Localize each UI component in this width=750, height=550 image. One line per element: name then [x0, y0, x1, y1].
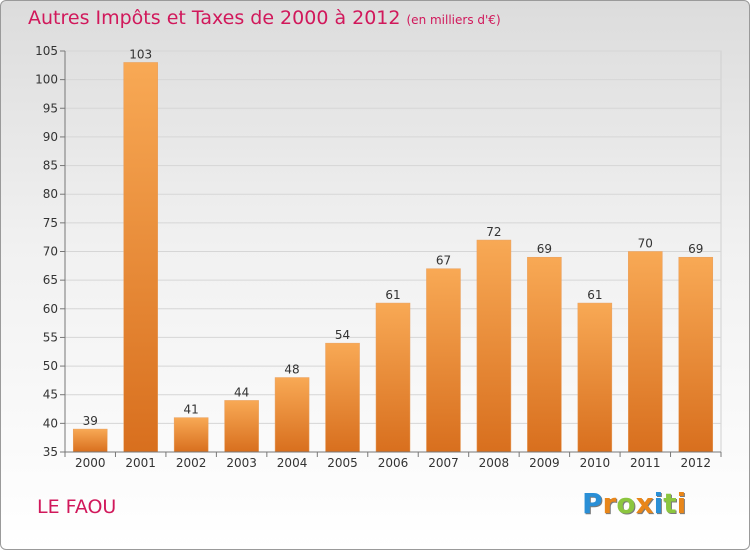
y-tick-label: 75	[43, 216, 58, 230]
x-tick-label: 2007	[428, 456, 459, 470]
chart-title-text: Autres Impôts et Taxes de 2000 à 2012	[28, 7, 401, 29]
y-axis: 35 40 45 50 55 60 65 70 75 80 85 90 95 100 105	[35, 44, 66, 459]
y-tick-label: 80	[43, 187, 58, 201]
data-label-2010: 61	[587, 288, 602, 302]
x-tick-label: 2002	[176, 456, 207, 470]
data-label-2002: 41	[184, 403, 199, 417]
commune-name: LE FAOU	[37, 496, 117, 518]
bar-2010	[577, 302, 613, 453]
x-axis: 2000 2001 2002 2003 2004 2005 2006 2007 2008 2009…	[64, 451, 722, 470]
chart-title: Autres Impôts et Taxes de 2000 à 2012 (en…	[28, 7, 501, 29]
bar-2011	[628, 251, 663, 453]
x-tick-label: 2001	[125, 456, 156, 470]
x-tick-label: 2003	[226, 456, 257, 470]
y-tick-label: 60	[43, 302, 58, 316]
y-tick-label: 50	[43, 359, 58, 373]
bar-2000	[72, 428, 108, 453]
data-label-2012: 69	[688, 242, 703, 256]
x-tick-label: 2012	[680, 456, 711, 470]
chart-subtitle: (en milliers d'€)	[406, 13, 501, 27]
y-tick-label: 35	[43, 445, 58, 459]
proxiti-logo[interactable]: Proxiti	[582, 487, 686, 520]
y-tick-label: 100	[35, 73, 58, 87]
bar-2008	[476, 239, 512, 453]
logo-letter: i	[676, 487, 687, 520]
bar-2012	[678, 256, 714, 453]
data-label-2001: 103	[129, 47, 152, 61]
bar-2001	[123, 62, 158, 453]
x-tick-label: 2000	[75, 456, 106, 470]
bar-2009	[527, 256, 562, 453]
x-tick-label: 2009	[529, 456, 560, 470]
y-tick-label: 65	[43, 273, 58, 287]
logo-letter: P	[582, 487, 603, 520]
y-tick-label: 105	[35, 44, 58, 58]
data-label-2006: 61	[385, 288, 400, 302]
logo-letter: t	[663, 487, 677, 520]
x-tick-label: 2005	[327, 456, 358, 470]
bars: 39 103 41 44 48 54 61 67 72 69 61 70 69	[72, 47, 714, 453]
y-tick-label: 55	[43, 330, 58, 344]
data-label-2003: 44	[234, 385, 249, 399]
data-label-2009: 69	[537, 242, 552, 256]
y-tick-label: 90	[43, 130, 58, 144]
y-tick-label: 85	[43, 159, 58, 173]
bar-2002	[173, 417, 209, 453]
data-label-2000: 39	[83, 414, 98, 428]
bar-2006	[375, 302, 411, 453]
data-label-2008: 72	[486, 225, 501, 239]
data-label-2011: 70	[638, 237, 653, 251]
bar-2004	[274, 377, 310, 453]
logo-letter: x	[635, 487, 654, 520]
logo-letter: r	[602, 487, 617, 520]
y-tick-label: 45	[43, 388, 58, 402]
data-label-2004: 48	[284, 363, 299, 377]
logo-letter: i	[653, 487, 664, 520]
x-tick-label: 2010	[580, 456, 611, 470]
y-tick-label: 95	[43, 101, 58, 115]
bar-2007	[426, 268, 461, 453]
y-tick-label: 70	[43, 245, 58, 259]
x-tick-label: 2008	[479, 456, 510, 470]
x-tick-label: 2011	[630, 456, 661, 470]
bar-2005	[325, 342, 360, 453]
data-label-2007: 67	[436, 254, 451, 268]
bar-2003	[224, 400, 259, 453]
x-tick-label: 2006	[378, 456, 409, 470]
x-tick-label: 2004	[277, 456, 308, 470]
data-label-2005: 54	[335, 328, 350, 342]
logo-letter: o	[616, 487, 636, 520]
y-tick-label: 40	[43, 416, 58, 430]
